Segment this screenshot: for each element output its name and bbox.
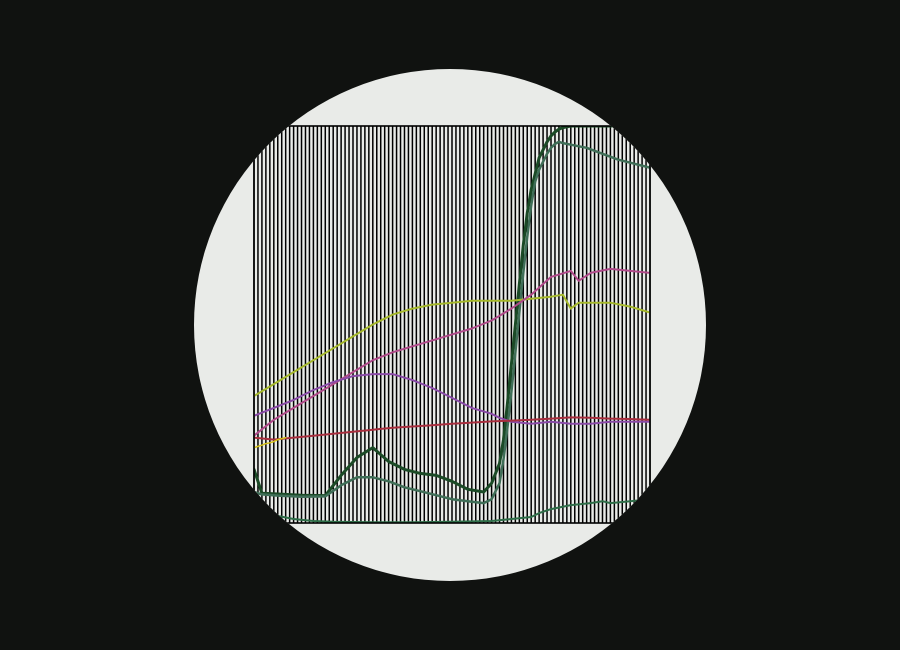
series-line-6 [254,416,650,441]
series-line-5 [254,373,650,425]
series-line-3 [254,293,650,397]
series-line-1 [254,126,650,498]
circular-viewport [194,69,706,581]
series-line-2 [254,140,650,505]
plot-frame [253,125,651,524]
series-line-4 [254,267,650,437]
series-line-8 [254,498,650,523]
series-lines [254,126,650,523]
gridlines [253,126,651,523]
series-line-7 [254,436,287,449]
